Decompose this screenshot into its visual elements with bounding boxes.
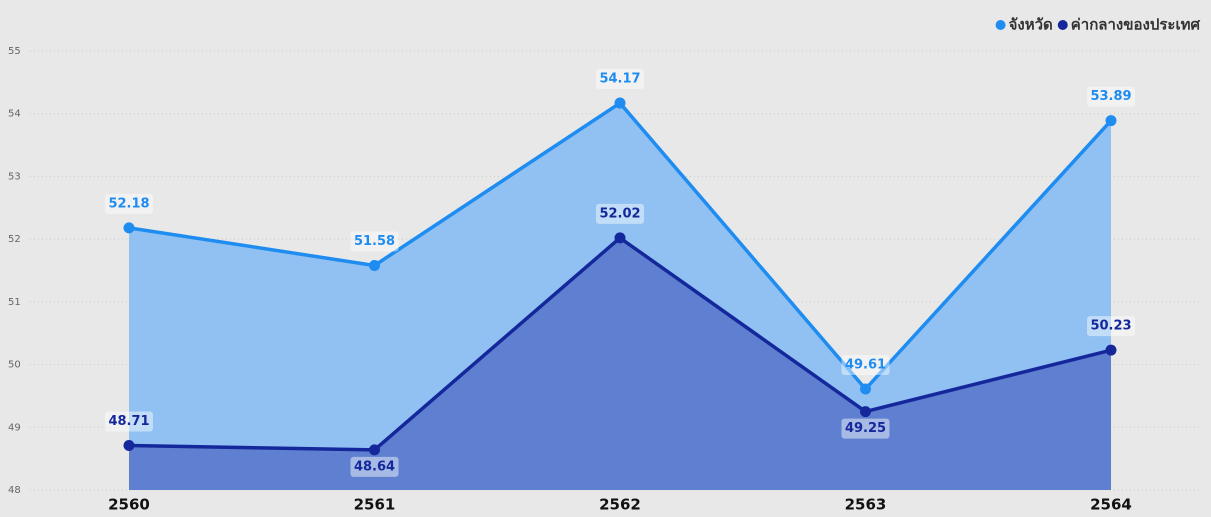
data-label-box bbox=[596, 69, 644, 90]
y-tick-label: 51 bbox=[8, 297, 21, 308]
y-tick-label: 53 bbox=[8, 171, 21, 182]
legend-label: ค่ากลางของประเทศ bbox=[1071, 16, 1201, 34]
data-label: 49.61 bbox=[845, 358, 886, 373]
data-label-box bbox=[841, 418, 890, 439]
x-tick-label: 2562 bbox=[599, 496, 641, 514]
legend-swatch bbox=[995, 20, 1006, 30]
x-tick-label: 2564 bbox=[1090, 496, 1132, 514]
data-label-box bbox=[596, 203, 644, 224]
data-label: 48.64 bbox=[354, 459, 395, 474]
point bbox=[614, 232, 626, 244]
data-label: 49.25 bbox=[845, 421, 886, 436]
data-label: 52.02 bbox=[599, 206, 640, 221]
y-tick-label: 54 bbox=[8, 109, 21, 120]
data-label: 50.23 bbox=[1090, 319, 1131, 334]
data-label-box bbox=[105, 193, 153, 214]
y-tick-label: 49 bbox=[8, 422, 21, 433]
data-label-box bbox=[105, 411, 153, 432]
point bbox=[123, 222, 135, 234]
x-tick-label: 2563 bbox=[845, 496, 887, 514]
x-tick-label: 2560 bbox=[108, 496, 150, 514]
data-label-box bbox=[841, 355, 890, 376]
point bbox=[369, 259, 380, 271]
legend-swatch bbox=[1057, 20, 1068, 30]
point bbox=[1105, 344, 1117, 356]
data-label-box bbox=[1087, 86, 1135, 107]
point bbox=[369, 444, 380, 456]
point bbox=[614, 97, 626, 109]
data-label: 51.58 bbox=[354, 234, 395, 249]
y-tick-label: 55 bbox=[8, 46, 21, 57]
data-label-box bbox=[350, 456, 399, 477]
point bbox=[123, 439, 135, 451]
point bbox=[860, 383, 871, 395]
data-label-box bbox=[1087, 316, 1135, 337]
y-tick-label: 50 bbox=[8, 360, 21, 371]
data-label: 54.17 bbox=[599, 72, 640, 87]
data-label: 53.89 bbox=[1090, 89, 1131, 104]
legend-label: จังหวัด bbox=[1009, 16, 1053, 34]
x-tick-label: 2561 bbox=[354, 496, 396, 514]
data-label: 48.71 bbox=[108, 414, 149, 429]
area bbox=[129, 237, 1111, 490]
point bbox=[860, 406, 871, 418]
data-label-box bbox=[350, 231, 399, 252]
point bbox=[1105, 115, 1117, 127]
legend: ค่ากลางของประเทศ จังหวัด bbox=[995, 16, 1201, 34]
data-label: 52.18 bbox=[108, 196, 149, 211]
y-tick-label: 52 bbox=[8, 234, 21, 245]
y-tick-label: 48 bbox=[8, 485, 21, 496]
